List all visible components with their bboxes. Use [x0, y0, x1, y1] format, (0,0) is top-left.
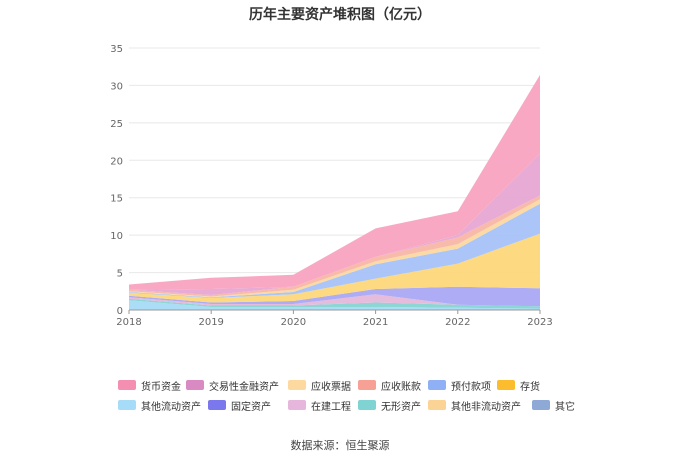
y-tick-label: 5 — [117, 269, 123, 280]
legend-swatch — [208, 400, 226, 410]
legend-item[interactable]: 存货 — [497, 378, 540, 393]
legend-item[interactable]: 应收票据 — [288, 378, 351, 393]
x-tick-label: 2021 — [363, 317, 388, 328]
legend-swatch — [428, 380, 446, 390]
legend-item[interactable]: 无形资产 — [358, 398, 421, 413]
area-其他流动资产 — [129, 300, 540, 310]
legend-label: 应收账款 — [381, 381, 421, 393]
x-tick-label: 2020 — [281, 317, 306, 328]
legend-label: 应收票据 — [311, 381, 351, 393]
x-tick-label: 2023 — [527, 317, 552, 328]
legend-swatch — [288, 380, 306, 390]
legend-item[interactable]: 交易性金融资产 — [186, 378, 279, 393]
x-tick-label: 2019 — [198, 317, 223, 328]
legend-item[interactable]: 应收账款 — [358, 378, 421, 393]
axes: 0 5 10 15 20 25 30 35 2018 2019 2020 2021 2022 2023 — [110, 44, 552, 328]
legend-item[interactable]: 其他非流动资产 — [428, 398, 521, 413]
legend-label: 交易性金融资产 — [209, 381, 279, 393]
area-预付款项 — [129, 203, 540, 298]
legend-label: 存货 — [520, 381, 540, 393]
legend-label: 其他非流动资产 — [451, 401, 521, 413]
y-tick-label: 10 — [110, 231, 123, 242]
y-tick-label: 30 — [110, 81, 123, 92]
x-tick-label: 2022 — [445, 317, 470, 328]
legend-item[interactable]: 预付款项 — [428, 378, 491, 393]
legend-item[interactable]: 其他流动资产 — [118, 398, 201, 413]
stacked-area-chart: 0 5 10 15 20 25 30 35 2018 2019 2020 2021 2022 2023 — [110, 44, 552, 328]
legend-swatch — [118, 400, 136, 410]
area-存货 — [129, 233, 540, 303]
legend-swatch — [358, 400, 376, 410]
chart-title: 历年主要资产堆积图（亿元） — [249, 7, 431, 23]
y-tick-label: 0 — [117, 306, 123, 317]
legend-swatch — [428, 400, 446, 410]
legend-swatch — [186, 380, 204, 390]
area-货币资金 — [129, 74, 540, 290]
legend-label: 固定资产 — [231, 401, 271, 413]
x-tick-label: 2018 — [116, 317, 141, 328]
area-固定资产 — [129, 286, 540, 307]
area-无形资产 — [129, 298, 540, 309]
legend-item[interactable]: 固定资产 — [208, 398, 271, 413]
y-tick-label: 35 — [110, 44, 123, 55]
legend-item[interactable]: 在建工程 — [288, 398, 351, 413]
legend-row-2: 其他流动资产 固定资产 在建工程 无形资产 其他非流动资产 其它 — [0, 398, 680, 414]
legend-label: 预付款项 — [451, 381, 491, 393]
legend-item[interactable]: 货币资金 — [118, 378, 181, 393]
y-tick-label: 25 — [110, 119, 123, 130]
legend-label: 其它 — [555, 401, 575, 413]
legend-swatch — [497, 380, 515, 390]
legend-label: 在建工程 — [311, 401, 351, 413]
legend-swatch — [118, 380, 136, 390]
area-series — [129, 74, 540, 310]
legend-label: 其他流动资产 — [141, 401, 201, 413]
legend-label: 货币资金 — [141, 381, 181, 393]
legend-swatch — [358, 380, 376, 390]
legend-item[interactable]: 其它 — [532, 398, 575, 413]
y-tick-label: 20 — [110, 156, 123, 167]
y-tick-label: 15 — [110, 194, 123, 205]
legend-row-1: 货币资金 交易性金融资产 应收票据 应收账款 预付款项 存货 — [0, 378, 680, 394]
legend-swatch — [288, 400, 306, 410]
legend-swatch — [532, 400, 550, 410]
legend-label: 无形资产 — [381, 401, 421, 413]
area-其他非流动资产 — [129, 199, 540, 298]
data-source: 数据来源：恒生聚源 — [290, 439, 390, 452]
area-在建工程 — [129, 294, 540, 307]
